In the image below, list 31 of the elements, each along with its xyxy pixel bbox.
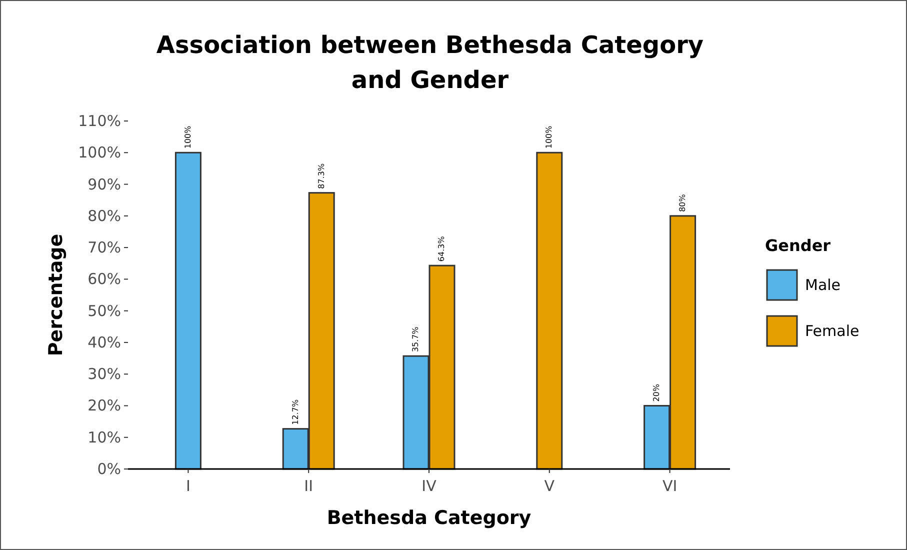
x-tick-label: VI	[662, 477, 678, 495]
y-tick-label: 90%	[88, 175, 121, 194]
legend-label: Male	[805, 276, 841, 294]
chart-title: Association between Bethesda Category and Gender	[156, 31, 704, 94]
y-tick-label: 50%	[88, 302, 121, 320]
y-tick-label: 70%	[88, 238, 121, 257]
data-label: 64.3%	[437, 236, 446, 262]
data-label: 80%	[678, 194, 687, 212]
data-label: 100%	[183, 125, 192, 149]
legend-label: Female	[805, 322, 860, 340]
data-label: 12.7%	[290, 399, 300, 425]
x-tick-label: V	[544, 477, 556, 495]
y-tick-label: 30%	[88, 365, 121, 384]
data-label: 87.3%	[316, 163, 326, 189]
y-tick-label: 0%	[97, 460, 121, 478]
data-label: 35.7%	[411, 326, 420, 352]
y-tick-label: 10%	[88, 428, 121, 446]
x-tick-label: II	[304, 477, 314, 495]
x-tick-label: I	[186, 477, 190, 495]
x-axis-title: Bethesda Category	[326, 507, 532, 529]
y-tick-label: 110%	[78, 112, 121, 130]
legend-title: Gender	[765, 236, 831, 255]
y-tick-label: 100%	[78, 144, 121, 162]
y-tick-label: 80%	[88, 206, 121, 225]
y-axis-title: Percentage	[45, 234, 67, 356]
data-label: 100%	[544, 125, 554, 149]
y-tick-label: 60%	[88, 270, 121, 288]
x-tick-label: IV	[422, 477, 438, 495]
y-tick-label: 20%	[88, 396, 121, 415]
data-label: 20%	[652, 384, 661, 402]
y-tick-label: 40%	[88, 333, 121, 352]
